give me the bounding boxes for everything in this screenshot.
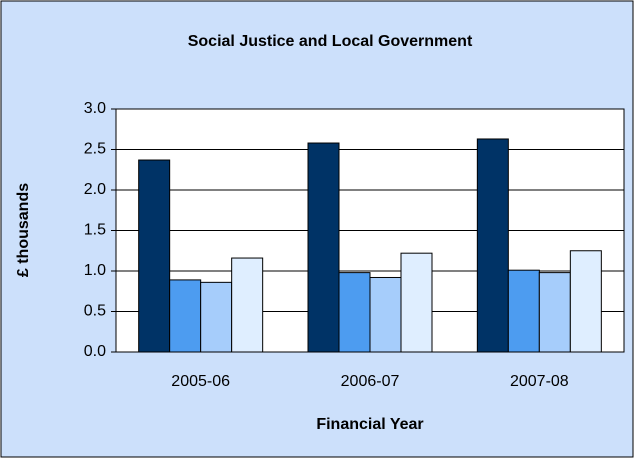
bar: [307, 142, 340, 353]
bar: [400, 252, 433, 353]
bar: [338, 272, 371, 353]
y-tick-label: 2.0: [84, 181, 106, 198]
y-axis-title: £ thousands: [15, 183, 32, 277]
x-tick-label: 2005-06: [171, 373, 230, 390]
bar: [231, 257, 264, 353]
bar: [538, 272, 571, 353]
x-tick-label: 2006-07: [341, 373, 400, 390]
x-axis-title: Financial Year: [316, 416, 423, 433]
y-tick-label: 0.0: [84, 343, 106, 360]
bar: [200, 281, 233, 353]
bar: [169, 279, 202, 353]
chart-title: Social Justice and Local Government: [188, 33, 473, 50]
y-tick-label: 3.0: [84, 100, 106, 117]
bar: [138, 159, 171, 353]
x-tick-label: 2007-08: [510, 373, 569, 390]
y-tick-label: 2.5: [84, 141, 106, 158]
y-tick-label: 1.0: [84, 262, 106, 279]
y-tick-label: 1.5: [84, 222, 106, 239]
y-tick-label: 0.5: [84, 303, 106, 320]
bar: [476, 138, 509, 353]
bar: [369, 276, 402, 353]
bar: [507, 269, 540, 353]
bar: [569, 250, 602, 353]
